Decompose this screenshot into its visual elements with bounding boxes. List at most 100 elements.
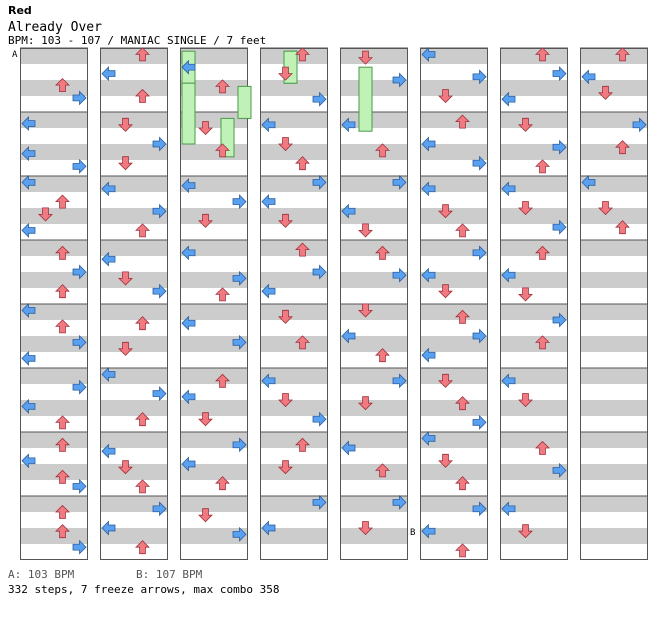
step-arrow-left (581, 174, 596, 190)
beat-stripe (420, 240, 488, 256)
step-arrow-down (358, 303, 373, 318)
beat-stripe (340, 144, 408, 160)
step-arrow-right (72, 334, 87, 350)
beat-stripe (420, 48, 488, 64)
step-arrow-down (358, 396, 373, 411)
step-arrow-down (118, 156, 133, 171)
step-arrow-left (261, 194, 276, 210)
step-arrow-up (455, 223, 470, 238)
beat-stripe (420, 400, 488, 416)
beat-stripe (100, 272, 168, 288)
step-arrow-right (232, 437, 247, 453)
beat-stripe (580, 112, 648, 128)
step-arrow-right (72, 539, 87, 555)
beat-stripe (260, 528, 328, 544)
step-arrow-up (455, 543, 470, 558)
beat-stripe (580, 464, 648, 480)
step-arrow-left (181, 178, 196, 194)
step-arrow-up (535, 440, 550, 455)
beat-stripe (500, 144, 568, 160)
beat-stripe (100, 336, 168, 352)
beat-stripe (420, 272, 488, 288)
step-arrow-down (118, 341, 133, 356)
beat-stripe (100, 432, 168, 448)
step-arrow-up (55, 284, 70, 299)
step-arrow-left (421, 46, 436, 62)
freeze-arrow (237, 85, 252, 119)
chart-column (180, 48, 248, 560)
step-arrow-up (55, 415, 70, 430)
step-arrow-down (438, 89, 453, 104)
beat-stripe (180, 240, 248, 256)
chart-column (580, 48, 648, 560)
beat-stripe (580, 432, 648, 448)
freeze-arrow (358, 66, 373, 132)
beat-stripe (100, 112, 168, 128)
beat-stripe (180, 496, 248, 512)
step-arrow-up (135, 47, 150, 62)
step-arrow-up (375, 245, 390, 260)
beat-stripe (580, 80, 648, 96)
step-arrow-left (261, 373, 276, 389)
step-arrow-left (501, 91, 516, 107)
beat-stripe (20, 80, 88, 96)
beat-stripe (260, 400, 328, 416)
beat-stripe (180, 464, 248, 480)
step-arrow-up (455, 396, 470, 411)
beat-stripe (260, 304, 328, 320)
step-arrow-up (295, 156, 310, 171)
beat-stripe (580, 176, 648, 192)
beat-stripe (100, 400, 168, 416)
step-arrow-right (472, 155, 487, 171)
step-arrow-down (278, 393, 293, 408)
step-arrow-left (21, 222, 36, 238)
step-arrow-left (501, 373, 516, 389)
beat-stripe (20, 240, 88, 256)
beat-stripe (420, 112, 488, 128)
legend-bpm-a: A: 103 BPM (8, 568, 75, 581)
beat-stripe (100, 144, 168, 160)
step-arrow-up (455, 114, 470, 129)
beat-stripe (100, 176, 168, 192)
beat-stripe (20, 336, 88, 352)
step-arrow-up (295, 242, 310, 257)
step-arrow-down (358, 223, 373, 238)
beat-stripe (100, 208, 168, 224)
beat-stripe (20, 112, 88, 128)
step-arrow-down (358, 50, 373, 65)
step-arrow-left (421, 347, 436, 363)
beat-stripe (340, 336, 408, 352)
step-arrow-down (38, 207, 53, 222)
step-arrow-up (215, 476, 230, 491)
step-arrow-right (552, 66, 567, 82)
step-arrow-left (181, 456, 196, 472)
bpm-marker-b: B (410, 528, 416, 538)
beat-stripe (580, 208, 648, 224)
beat-stripe (420, 176, 488, 192)
step-arrow-left (421, 136, 436, 152)
step-arrow-left (341, 117, 356, 133)
step-arrow-right (312, 494, 327, 510)
beat-stripe (500, 112, 568, 128)
beat-stripe (500, 272, 568, 288)
freeze-arrow (181, 82, 196, 145)
step-arrow-right (312, 411, 327, 427)
beat-stripe (100, 496, 168, 512)
beat-stripe (420, 80, 488, 96)
beat-stripe (100, 528, 168, 544)
beat-stripe (340, 112, 408, 128)
step-arrow-right (152, 386, 167, 402)
beat-stripe (420, 368, 488, 384)
beat-stripe (580, 400, 648, 416)
chart-column (420, 48, 488, 560)
step-arrow-down (278, 460, 293, 475)
beat-stripe (340, 176, 408, 192)
beat-stripe (340, 80, 408, 96)
step-arrow-left (21, 302, 36, 318)
beat-stripe (580, 368, 648, 384)
step-arrow-right (392, 174, 407, 190)
step-arrow-left (341, 203, 356, 219)
beat-stripe (180, 432, 248, 448)
beat-stripe (260, 336, 328, 352)
